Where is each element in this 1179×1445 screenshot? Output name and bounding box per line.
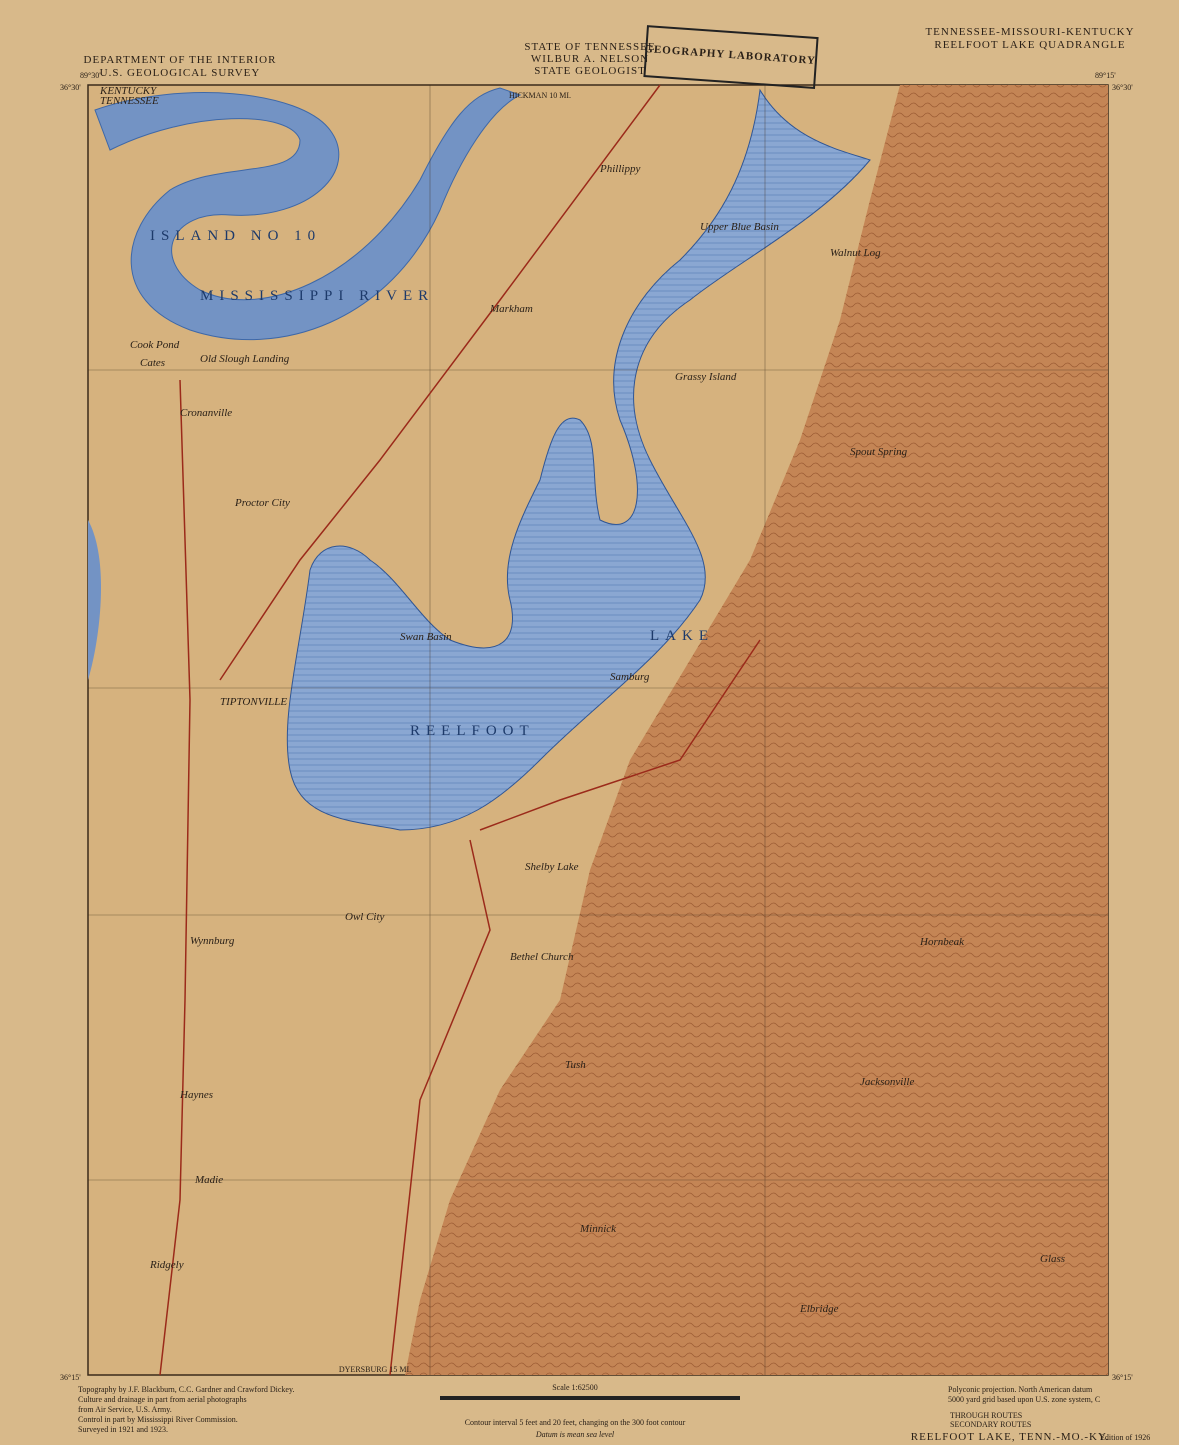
mississippi-river (94, 87, 522, 341)
place-label: Haynes (179, 1089, 213, 1101)
header-text: WILBUR A. NELSON (531, 53, 649, 65)
place-label: Cronanville (180, 407, 232, 419)
roads (159, 84, 761, 1376)
corner-label: 36°30' (60, 83, 81, 92)
grid (88, 85, 1108, 1375)
projection-note: Polyconic projection. North American dat… (948, 1385, 1093, 1394)
place-label: Markham (489, 303, 533, 315)
place-label: KENTUCKY (99, 85, 158, 97)
credit-line: Control in part by Mississippi River Com… (78, 1415, 238, 1424)
datum-note: Datum is mean sea level (535, 1430, 615, 1439)
place-label: Upper Blue Basin (700, 221, 779, 233)
place-label: Shelby Lake (525, 861, 579, 873)
place-label: Cook Pond (130, 339, 180, 351)
scale-bar (440, 1396, 740, 1400)
place-label: REELFOOT (410, 723, 535, 739)
place-label: Proctor City (234, 497, 290, 509)
scale-label: Scale 1:62500 (552, 1383, 598, 1392)
corner-label: 89°15' (1095, 71, 1116, 80)
place-label: Ridgely (149, 1259, 184, 1271)
place-label: Tush (565, 1059, 586, 1071)
route-label: HICKMAN 10 MI. (509, 91, 571, 100)
place-label: Jacksonville (860, 1076, 914, 1088)
credit-line: Culture and drainage in part from aerial… (78, 1395, 247, 1404)
contour-note: Contour interval 5 feet and 20 feet, cha… (465, 1418, 686, 1427)
place-label: LAKE (650, 628, 714, 644)
place-label: Hornbeak (919, 936, 965, 948)
place-label: Phillippy (599, 163, 640, 175)
place-label: Wynnburg (190, 935, 235, 947)
header-text: REELFOOT LAKE QUADRANGLE (934, 39, 1125, 51)
place-label: Glass (1040, 1253, 1065, 1265)
place-label: ISLAND NO 10 (150, 228, 321, 244)
credit-line: Surveyed in 1921 and 1923. (78, 1425, 168, 1434)
place-label: TENNESSEE (100, 95, 159, 107)
place-label: Spout Spring (850, 446, 908, 458)
place-label: MISSISSIPPI RIVER (200, 288, 434, 304)
stamp: GEOGRAPHY LABORATORY (644, 43, 816, 67)
corner-label: 36°30' (1112, 83, 1133, 92)
place-label: Walnut Log (830, 247, 881, 259)
corner-label: 89°30' (80, 71, 101, 80)
lake-lines (287, 90, 871, 830)
header-text: DEPARTMENT OF THE INTERIOR (84, 54, 277, 66)
route-label: DYERSBURG 15 MI. (339, 1365, 411, 1374)
projection-note: 5000 yard grid based upon U.S. zone syst… (948, 1395, 1100, 1404)
corner-label: 36°15' (60, 1373, 81, 1382)
place-label: Grassy Island (675, 371, 737, 383)
place-label: Samburg (610, 671, 650, 683)
legend-entry: SECONDARY ROUTES (950, 1420, 1031, 1429)
hill-contours (405, 85, 1108, 1375)
place-label: Old Slough Landing (200, 353, 290, 365)
place-label: Madie (194, 1174, 223, 1186)
credit-line: from Air Service, U.S. Army. (78, 1405, 172, 1414)
place-label: Elbridge (799, 1303, 839, 1315)
header-text: U.S. GEOLOGICAL SURVEY (100, 67, 261, 79)
corner-label: 36°15' (1112, 1373, 1133, 1382)
header-text: STATE GEOLOGIST (534, 65, 646, 77)
place-label: Owl City (345, 911, 385, 923)
quad-name: REELFOOT LAKE, TENN.-MO.-KY. (911, 1431, 1110, 1443)
place-label: TIPTONVILLE (220, 696, 287, 708)
edition: Edition of 1926 (1100, 1433, 1150, 1442)
place-label: Swan Basin (400, 631, 452, 643)
legend-entry: THROUGH ROUTES (950, 1411, 1022, 1420)
header-text: TENNESSEE-MISSOURI-KENTUCKY (925, 26, 1134, 38)
river-west (88, 520, 102, 680)
place-label: Cates (140, 357, 165, 369)
stamp-box (643, 25, 819, 90)
credit-line: Topography by J.F. Blackburn, C.C. Gardn… (78, 1385, 294, 1394)
place-label: Minnick (579, 1223, 617, 1235)
place-label: Bethel Church (510, 951, 574, 963)
header-text: STATE OF TENNESSEE (524, 41, 655, 53)
